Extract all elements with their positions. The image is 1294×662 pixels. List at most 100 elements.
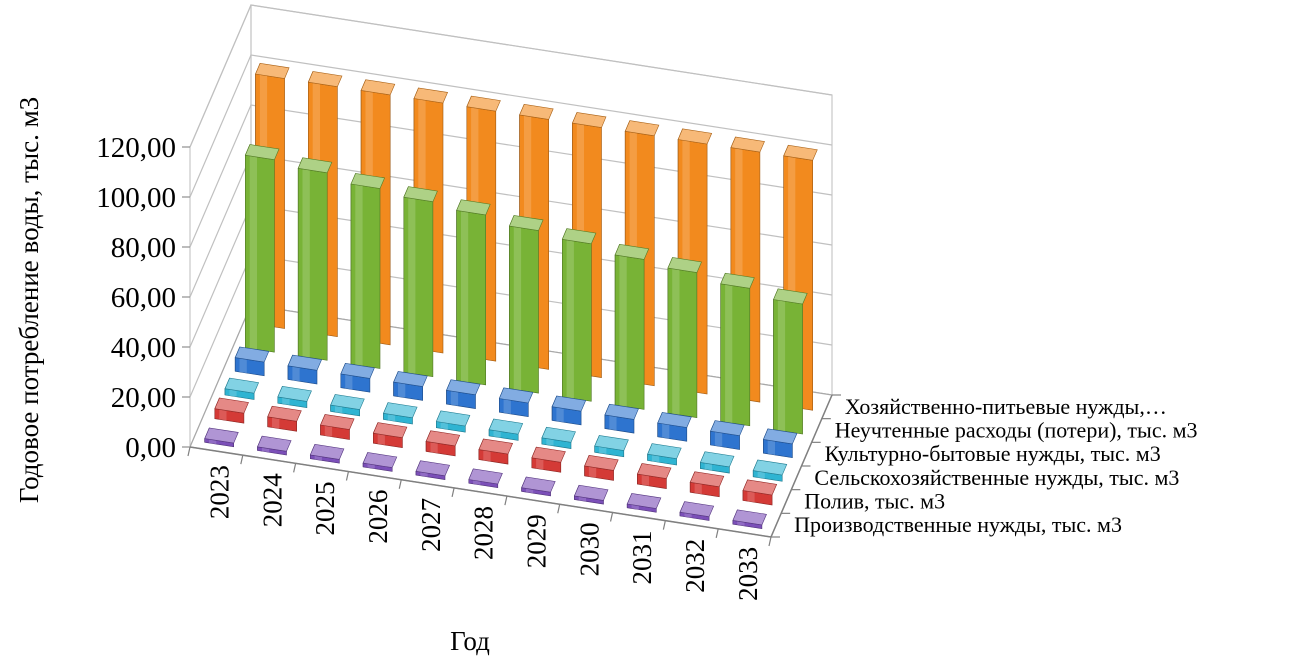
x-tick-mark <box>663 521 665 530</box>
bar-highlight <box>355 185 362 366</box>
bar-highlight <box>303 169 310 358</box>
bar-highlight <box>461 211 468 382</box>
bar-highlight <box>219 409 226 420</box>
bar-highlight <box>240 358 247 373</box>
bar <box>721 273 755 426</box>
x-tick-mark <box>611 512 613 521</box>
y-tick-labels: 0,00 20,00 40,00 60,00 80,00 100,00 120,00 <box>96 132 176 464</box>
x-tick-mark <box>769 537 771 546</box>
x-tick-mark <box>188 447 190 456</box>
bar <box>637 464 671 489</box>
bar-highlight <box>715 432 722 447</box>
gridline <box>190 5 832 147</box>
bar <box>658 412 692 441</box>
y-axis-title: Годовое потребление воды, тыс. м3 <box>14 97 44 503</box>
y-tick-label: 0,00 <box>125 432 176 464</box>
x-axis-title: Год <box>450 626 490 656</box>
bar <box>268 406 302 431</box>
bar <box>341 363 375 392</box>
bar-highlight <box>345 375 352 390</box>
bar <box>245 145 279 353</box>
series-axis-label: Неучтенные расходы (потери), тыс. м3 <box>835 418 1198 443</box>
bar <box>457 200 491 385</box>
bar-highlight <box>747 491 754 502</box>
bar-highlight <box>378 434 385 445</box>
bar-highlight <box>451 391 458 406</box>
bar-highlight <box>567 240 574 399</box>
bar <box>615 244 649 409</box>
bar-highlight <box>514 227 521 391</box>
y-tick-label: 60,00 <box>111 282 176 314</box>
bar <box>215 398 249 423</box>
bar-highlight <box>325 426 332 437</box>
x-tick-label: 2023 <box>205 465 235 519</box>
series-axis-label: Полив, тыс. м3 <box>804 489 945 514</box>
bar <box>235 347 269 376</box>
bar <box>532 447 566 472</box>
bar-front-face <box>457 210 486 385</box>
y-tick-label: 20,00 <box>111 382 176 414</box>
x-tick-mark <box>716 529 718 538</box>
y-tick-label: 100,00 <box>96 182 176 214</box>
series-axis-label: Культурно-бытовые нужды, тыс. м3 <box>825 441 1161 466</box>
series-axis-label: Сельскохозяйственные нужды, тыс. м3 <box>814 465 1179 490</box>
bar <box>711 421 745 450</box>
bar-front-face <box>509 226 538 393</box>
bar <box>426 431 460 456</box>
x-tick-mark <box>294 463 296 472</box>
y-tick-label: 80,00 <box>111 232 176 264</box>
bar <box>562 229 596 402</box>
bar <box>321 414 355 439</box>
x-tick-label: 2029 <box>522 514 552 568</box>
bar <box>394 372 428 401</box>
bar-highlight <box>272 418 279 429</box>
y-tick-label: 120,00 <box>96 132 176 164</box>
bar-highlight <box>695 483 702 494</box>
bar-highlight <box>556 407 563 422</box>
bar-front-face <box>774 300 803 435</box>
bar-highlight <box>609 416 616 431</box>
bar-highlight <box>483 450 490 461</box>
bar <box>605 404 639 433</box>
series-axis-label: Хозяйственно-питьевые нужды,… <box>845 394 1167 419</box>
bar-highlight <box>642 475 649 486</box>
series-axis-label: Производственные нужды, тыс. м3 <box>794 512 1122 537</box>
bar <box>447 380 481 409</box>
bar-highlight <box>504 399 511 414</box>
bar <box>585 455 619 480</box>
bar-highlight <box>778 300 785 431</box>
bar-front-face <box>404 197 433 377</box>
bar <box>479 439 513 464</box>
x-tick-label: 2026 <box>363 490 393 544</box>
bar-highlight <box>672 269 679 415</box>
x-tick-mark <box>505 496 507 505</box>
x-tick-mark <box>241 455 243 464</box>
bar-highlight <box>619 256 626 407</box>
bar <box>509 215 543 393</box>
bar <box>743 480 777 505</box>
x-tick-label: 2025 <box>310 481 340 535</box>
x-tick-label: 2032 <box>680 539 710 593</box>
x-tick-label: 2027 <box>416 498 446 552</box>
bar <box>288 355 322 384</box>
bar <box>774 289 808 434</box>
x-tick-mark <box>346 472 348 481</box>
bar <box>373 423 407 448</box>
bar-highlight <box>398 383 405 398</box>
x-tick-label: 2030 <box>574 522 604 576</box>
x-tick-mark <box>452 488 454 497</box>
x-tick-label: 2028 <box>469 506 499 560</box>
bar-highlight <box>662 424 669 439</box>
y-tick-label: 40,00 <box>111 332 176 364</box>
bar-highlight <box>768 440 775 455</box>
bar <box>404 187 438 377</box>
bar-highlight <box>725 285 732 424</box>
x-tick-mark <box>558 504 560 513</box>
bar <box>552 396 586 425</box>
bar <box>499 388 533 417</box>
bar <box>690 472 724 497</box>
bar <box>298 158 332 361</box>
x-tick-mark <box>399 480 401 489</box>
x-tick-label: 2031 <box>627 531 657 585</box>
bar-front-face <box>721 284 750 426</box>
